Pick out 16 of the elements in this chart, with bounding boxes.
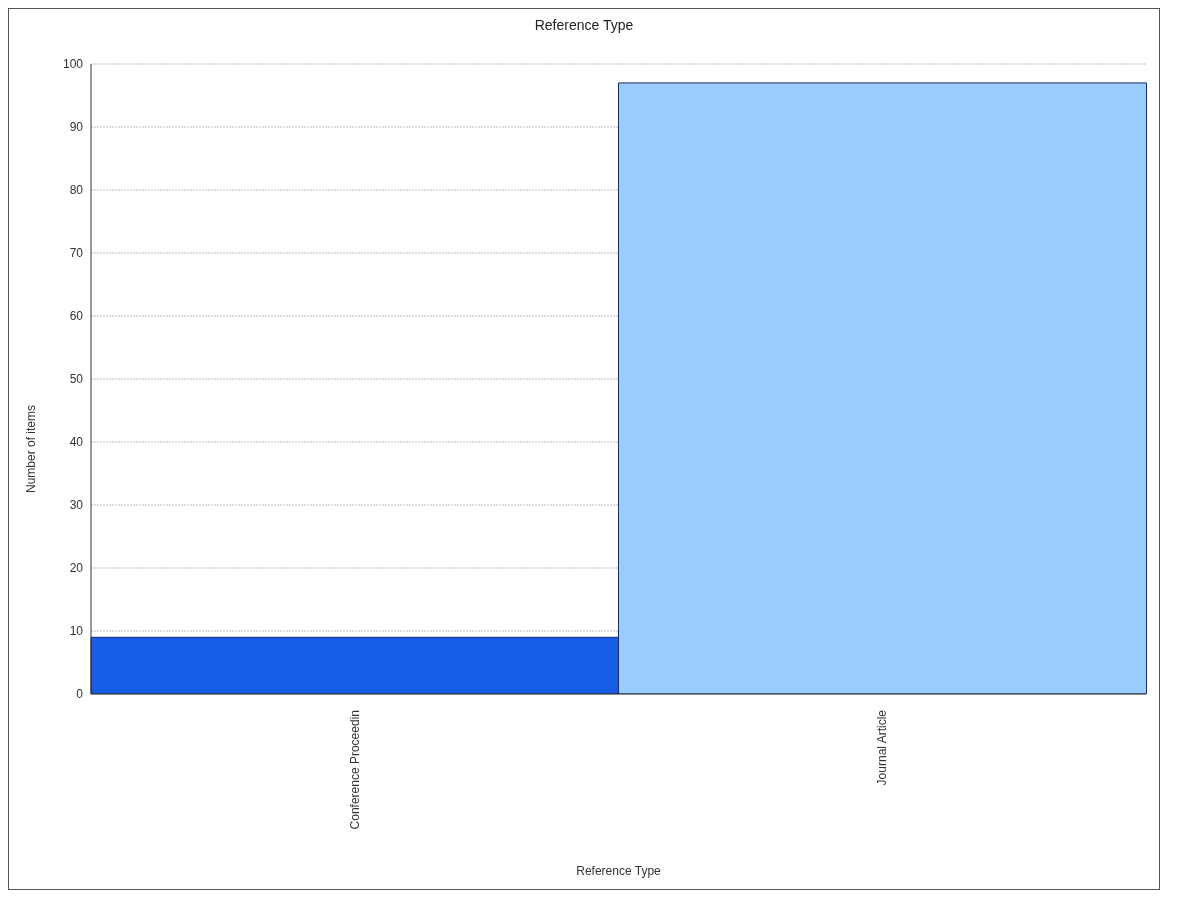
y-tick-label: 30 [69,498,84,513]
y-tick-label: 80 [69,183,84,198]
y-tick-label: 90 [69,120,84,135]
y-tick-label: 60 [69,309,84,324]
y-tick-label: 100 [62,57,84,72]
y-tick-label: 20 [69,561,84,576]
y-tick-label: 0 [76,687,84,702]
y-tick-label: 10 [69,624,84,639]
y-tick-label: 70 [69,246,84,261]
y-axis-title: Number of items [24,404,38,494]
x-axis-title: Reference Type [576,864,662,878]
y-tick-label: 40 [69,435,84,450]
y-tick-label: 50 [69,372,84,387]
x-tick-label: Conference Proceedin [347,710,362,830]
x-tick-label: Journal Article [875,709,890,786]
chart-title: Reference Type [533,17,635,33]
